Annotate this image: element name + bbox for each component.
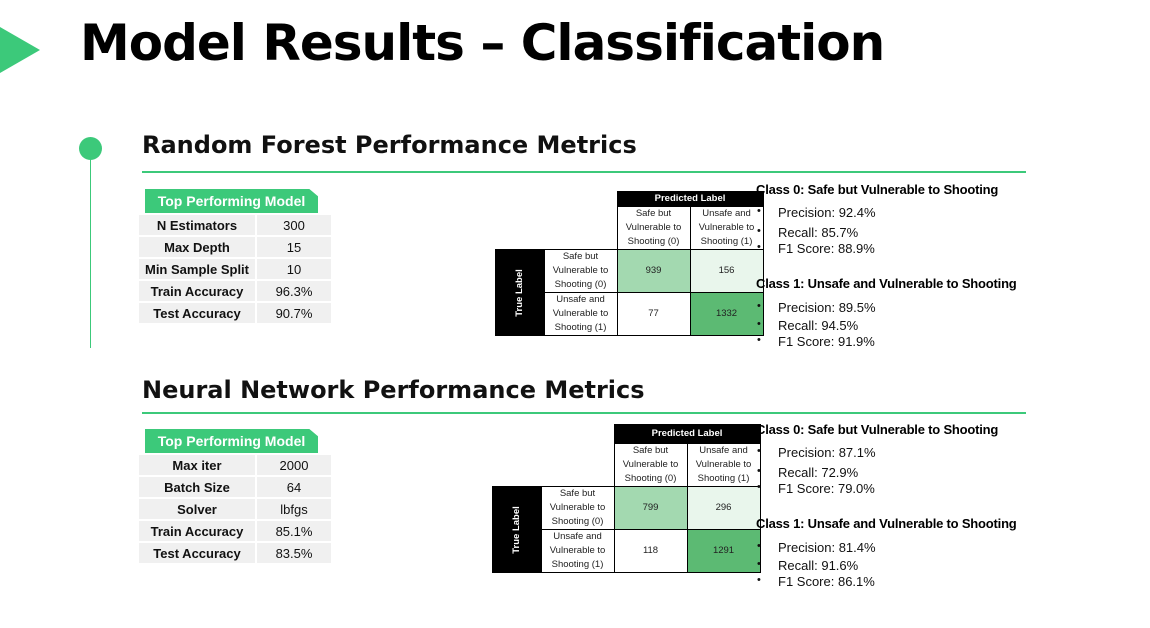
param-value: 96.3% [255,279,333,303]
class-heading: Class 0: Safe but Vulnerable to Shooting [756,422,999,437]
metric-item: Precision: 89.5% [756,300,1056,315]
param-key: Test Accuracy [137,301,257,325]
metric-item: F1 Score: 91.9% [756,334,1056,349]
param-value: 15 [255,235,333,259]
param-value: 10 [255,257,333,281]
param-key: Train Accuracy [137,279,257,303]
row-label: Unsafe and Vulnerable to Shooting (1) [540,529,615,573]
table-row: N Estimators 300 [137,213,333,237]
table-row: Max Depth 15 [137,235,333,259]
metric-item: F1 Score: 79.0% [756,481,1056,496]
confusion-matrix-neural-network: Predicted Label Safe but Vulnerable to S… [492,424,761,573]
class-heading: Class 1: Unsafe and Vulnerable to Shooti… [756,276,1017,291]
column-label: Safe but Vulnerable to Shooting (0) [613,443,688,487]
param-value: 300 [255,213,333,237]
class-1-metrics-random-forest: Class 1: Unsafe and Vulnerable to Shooti… [756,276,1056,349]
class-0-metrics-random-forest: Class 0: Safe but Vulnerable to Shooting… [756,182,1056,256]
section-title-neural-network: Neural Network Performance Metrics [142,376,645,404]
matrix-cell: 118 [613,529,688,573]
param-key: Max Depth [137,235,257,259]
page-title: Model Results – Classification [80,14,885,72]
matrix-cell: 156 [689,249,764,293]
param-key: Max iter [137,453,257,477]
metric-item: Precision: 92.4% [756,205,1056,220]
matrix-cell: 939 [616,249,691,293]
table-row: Train Accuracy 96.3% [137,279,333,303]
table-row: Batch Size 64 [137,475,333,499]
row-label: Unsafe and Vulnerable to Shooting (1) [543,292,618,336]
params-table: Max iter 2000 Batch Size 64 Solver lbfgs Tr… [137,453,333,565]
table-row: Solver lbfgs [137,497,333,521]
section-title-random-forest: Random Forest Performance Metrics [142,131,637,159]
param-key: Min Sample Split [137,257,257,281]
param-key: Solver [137,497,257,521]
param-value: 90.7% [255,301,333,325]
matrix-cell: 77 [616,292,691,336]
params-neural-network: Top Performing Model Max iter 2000 Batch … [137,429,333,565]
table-row: Train Accuracy 85.1% [137,519,333,543]
class-1-metrics-neural-network: Class 1: Unsafe and Vulnerable to Shooti… [756,516,1056,589]
row-label: Safe but Vulnerable to Shooting (0) [543,249,618,293]
param-value: 64 [255,475,333,499]
timeline-dot [79,137,102,160]
param-value: 2000 [255,453,333,477]
column-label: Safe but Vulnerable to Shooting (0) [616,206,691,250]
section-divider [142,412,1026,414]
param-key: Test Accuracy [137,541,257,565]
true-label-header: True Label [492,486,542,573]
matrix-cell: 799 [613,486,688,530]
column-label: Unsafe and Vulnerable to Shooting (1) [686,443,761,487]
row-label: Safe but Vulnerable to Shooting (0) [540,486,615,530]
params-table: N Estimators 300 Max Depth 15 Min Sample S… [137,213,333,325]
metric-item: Precision: 81.4% [756,540,1056,555]
matrix-cell: 1291 [686,529,761,573]
class-heading: Class 1: Unsafe and Vulnerable to Shooti… [756,516,1017,531]
metric-item: Recall: 91.6% [756,558,1056,573]
predicted-label-header: Predicted Label [616,191,764,207]
params-random-forest: Top Performing Model N Estimators 300 Max… [137,189,333,325]
timeline-line [90,158,91,348]
metric-item: Recall: 85.7% [756,225,1056,240]
table-row: Test Accuracy 83.5% [137,541,333,565]
param-key: Train Accuracy [137,519,257,543]
confusion-matrix-random-forest: Predicted Label Safe but Vulnerable to S… [495,191,764,336]
param-value: 85.1% [255,519,333,543]
matrix-cell: 296 [686,486,761,530]
metric-item: Precision: 87.1% [756,445,1056,460]
metric-item: Recall: 94.5% [756,318,1056,333]
param-value: 83.5% [255,541,333,565]
metric-item: F1 Score: 88.9% [756,241,1056,256]
metric-item: Recall: 72.9% [756,465,1056,480]
table-row: Min Sample Split 10 [137,257,333,281]
param-value: lbfgs [255,497,333,521]
predicted-label-header: Predicted Label [613,424,761,444]
class-heading: Class 0: Safe but Vulnerable to Shooting [756,182,999,197]
param-key: N Estimators [137,213,257,237]
play-triangle-icon [0,27,40,73]
table-row: Max iter 2000 [137,453,333,477]
top-performing-model-badge: Top Performing Model [145,189,318,213]
table-row: Test Accuracy 90.7% [137,301,333,325]
section-divider [142,171,1026,173]
class-0-metrics-neural-network: Class 0: Safe but Vulnerable to Shooting… [756,422,1056,496]
param-key: Batch Size [137,475,257,499]
true-label-header: True Label [495,249,545,336]
matrix-cell: 1332 [689,292,764,336]
metric-item: F1 Score: 86.1% [756,574,1056,589]
column-label: Unsafe and Vulnerable to Shooting (1) [689,206,764,250]
top-performing-model-badge: Top Performing Model [145,429,318,453]
